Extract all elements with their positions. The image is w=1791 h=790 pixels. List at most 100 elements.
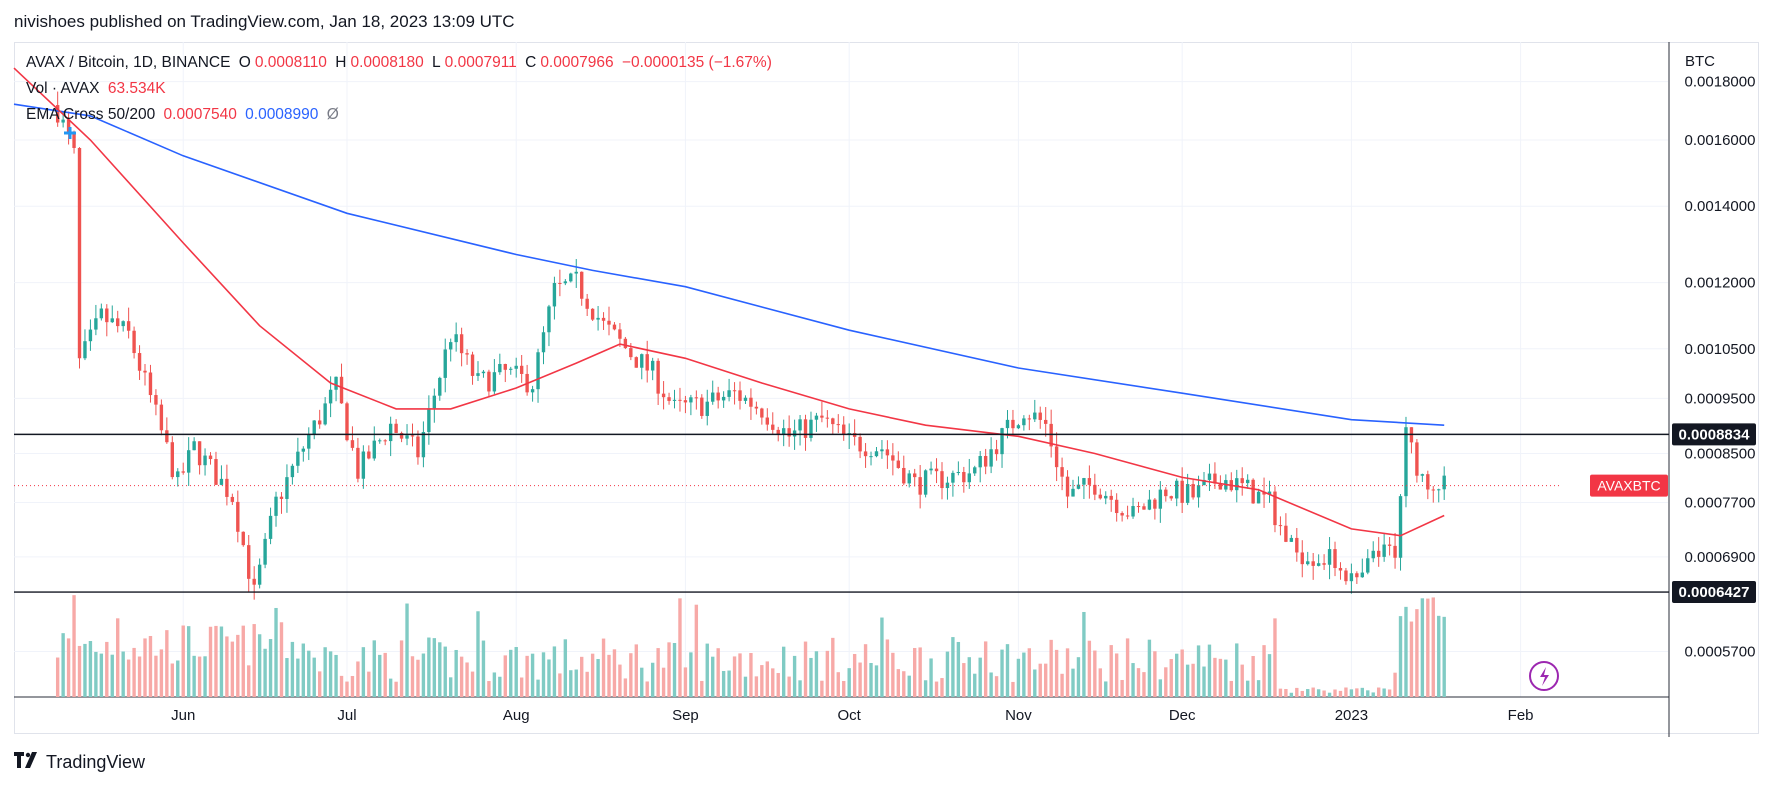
volume-bar	[820, 680, 824, 697]
candle-body	[312, 420, 316, 435]
volume-bar	[1267, 654, 1272, 697]
candle-body	[891, 455, 895, 461]
volume-bar	[612, 649, 617, 697]
volume-bar	[519, 677, 524, 697]
legend-ema50-value: 0.0007540	[163, 106, 237, 123]
volume-bar	[192, 655, 196, 697]
candle-body	[1442, 475, 1446, 490]
candle-body	[1054, 446, 1059, 468]
volume-bar	[891, 652, 895, 697]
volume-bar	[432, 638, 437, 697]
candle-body	[541, 332, 546, 353]
legend-change: −0.0000135 (−1.67%)	[621, 54, 772, 71]
volume-bar	[956, 641, 961, 697]
candle-body	[574, 271, 578, 274]
volume-bar	[378, 654, 382, 697]
candle-body	[1016, 425, 1021, 429]
tradingview-brand[interactable]: TradingView	[14, 752, 145, 773]
candle-body	[978, 455, 982, 468]
volume-bar	[809, 657, 813, 697]
candle-body	[290, 465, 295, 478]
candle-body	[334, 376, 338, 390]
symbol-tag-bg	[1590, 474, 1668, 497]
candle-body	[492, 372, 497, 392]
candle-body	[580, 271, 584, 299]
volume-bar	[869, 662, 873, 697]
candle-body	[1027, 418, 1032, 420]
candle-body	[1153, 499, 1157, 509]
volume-bar	[907, 675, 911, 697]
candle-body	[443, 349, 447, 378]
volume-bar	[803, 641, 808, 697]
volume-bar	[1202, 666, 1206, 697]
volume-bar	[1371, 692, 1375, 697]
candle-body	[1404, 427, 1408, 497]
candle-body	[683, 400, 688, 403]
volume-bar	[427, 637, 431, 697]
volume-bar	[1442, 616, 1446, 697]
volume-bar	[165, 630, 169, 697]
candle-body	[831, 418, 835, 425]
candle-body	[847, 433, 851, 435]
candle-body	[705, 401, 709, 416]
volume-bar	[388, 678, 393, 697]
x-tick-label: Feb	[1508, 707, 1534, 724]
candle-body	[923, 470, 928, 495]
candle-body	[503, 363, 507, 370]
volume-bar	[126, 659, 131, 697]
candle-body	[328, 389, 333, 404]
x-tick-label: Dec	[1169, 707, 1196, 724]
candle-body	[558, 282, 562, 284]
candle-body	[1060, 467, 1064, 477]
volume-bar	[83, 643, 87, 697]
candle-body	[907, 473, 911, 484]
volume-bar	[1316, 689, 1321, 697]
legend-symbol[interactable]: AVAX / Bitcoin, 1D, BINANCE	[26, 54, 231, 71]
legend-ema200-value: 0.0008990	[245, 106, 319, 123]
volume-bar	[383, 652, 387, 697]
volume-bar	[760, 665, 764, 697]
y-tick-label: 0.0008500	[1685, 445, 1756, 462]
candle-body	[274, 496, 278, 516]
candle-body	[590, 308, 595, 320]
volume-bar	[247, 665, 251, 697]
volume-bar	[279, 622, 284, 697]
volume-bar	[1180, 649, 1184, 697]
volume-bar	[585, 671, 589, 697]
volume-bar	[203, 656, 207, 697]
volume-bar	[1016, 658, 1021, 697]
candle-body	[607, 320, 611, 325]
candle-body	[1256, 491, 1261, 504]
candle-body	[126, 321, 131, 331]
volume-bar	[1087, 640, 1092, 697]
volume-bar	[77, 645, 82, 697]
legend-ema[interactable]: EMA Cross 50/200 0.0007540 0.0008990 Ø	[26, 106, 343, 124]
volume-bar	[1213, 657, 1217, 697]
volume-bar	[852, 653, 857, 697]
volume-bar	[421, 653, 426, 697]
candle-body	[1098, 494, 1102, 499]
ema200-line	[13, 103, 1445, 426]
candle-body	[694, 397, 699, 399]
volume-bar	[552, 646, 557, 697]
volume-bar	[967, 657, 971, 697]
volume-bar	[1011, 681, 1015, 697]
candle-body	[1327, 549, 1332, 565]
crossover-marker-icon	[64, 127, 76, 139]
candle-body	[1431, 489, 1435, 491]
candle-body	[880, 449, 884, 452]
candle-body	[498, 363, 502, 373]
volume-bar	[230, 641, 235, 697]
x-tick-label: Aug	[503, 707, 530, 724]
level-price-label: 0.0006427	[1679, 584, 1750, 601]
volume-bar	[99, 653, 104, 697]
legend-volume[interactable]: Vol · AVAX 63.534K	[26, 80, 170, 98]
volume-bar	[88, 641, 93, 697]
volume-bar	[536, 679, 540, 697]
candle-body	[487, 371, 491, 392]
candle-body	[1191, 484, 1195, 498]
volume-bar	[727, 670, 731, 697]
volume-bar	[186, 626, 191, 697]
candle-body	[449, 342, 453, 350]
